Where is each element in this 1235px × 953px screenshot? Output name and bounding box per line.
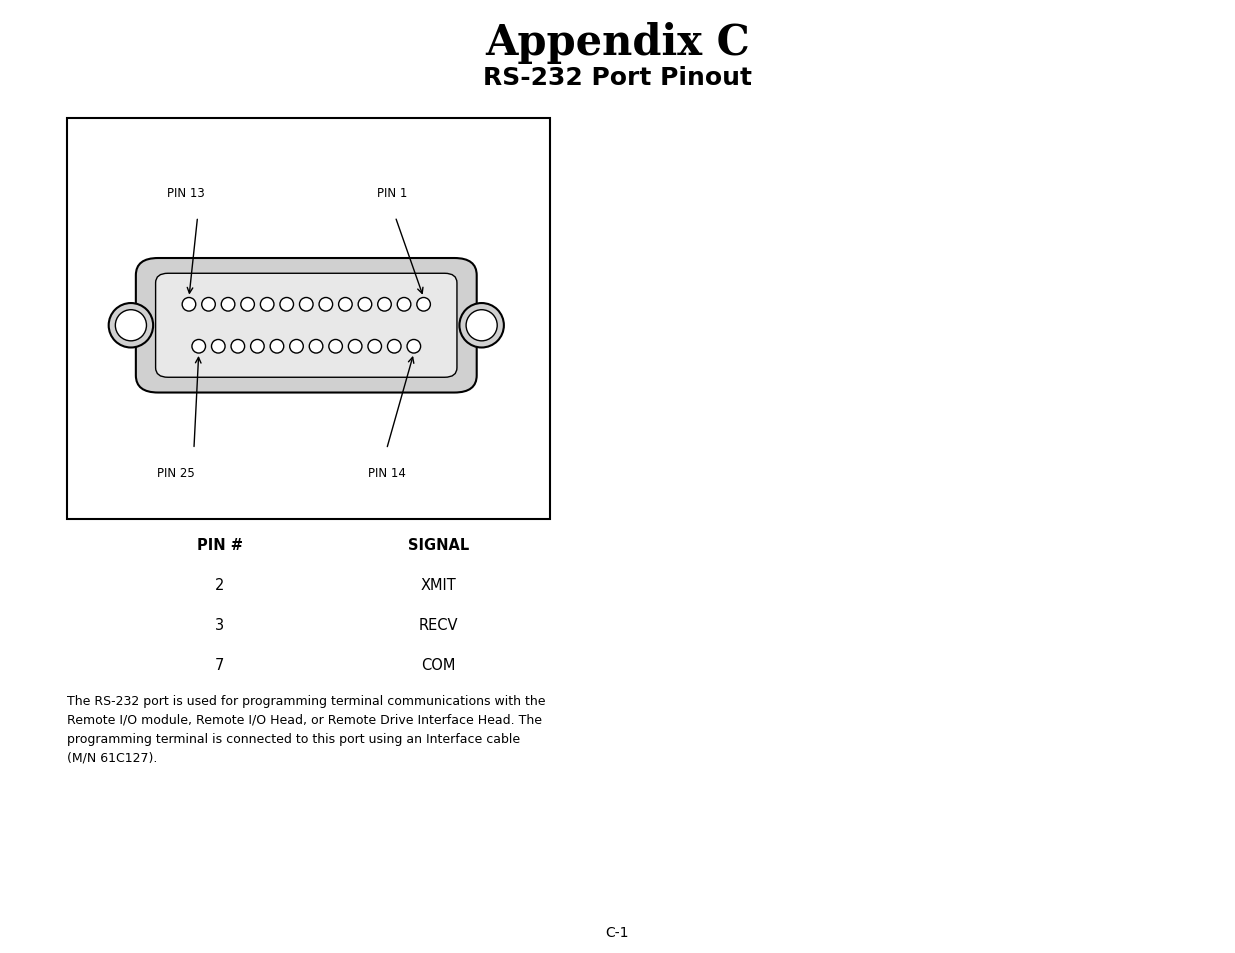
Ellipse shape — [338, 298, 352, 312]
Text: PIN 25: PIN 25 — [157, 467, 195, 480]
Text: PIN #: PIN # — [196, 537, 243, 553]
Ellipse shape — [261, 298, 274, 312]
Ellipse shape — [115, 311, 147, 341]
Ellipse shape — [183, 298, 195, 312]
Ellipse shape — [368, 340, 382, 354]
Text: Appendix C: Appendix C — [485, 22, 750, 64]
Ellipse shape — [191, 340, 205, 354]
Text: C-1: C-1 — [605, 925, 630, 939]
Ellipse shape — [221, 298, 235, 312]
Text: PIN 14: PIN 14 — [368, 467, 406, 480]
Ellipse shape — [329, 340, 342, 354]
Bar — [67, 119, 550, 519]
Ellipse shape — [398, 298, 411, 312]
Ellipse shape — [280, 298, 294, 312]
Text: XMIT: XMIT — [421, 578, 456, 593]
FancyBboxPatch shape — [136, 259, 477, 394]
Text: PIN 13: PIN 13 — [167, 187, 205, 200]
Ellipse shape — [466, 311, 498, 341]
Text: COM: COM — [421, 658, 456, 673]
Text: 3: 3 — [215, 618, 225, 633]
Ellipse shape — [348, 340, 362, 354]
Ellipse shape — [270, 340, 284, 354]
Ellipse shape — [319, 298, 332, 312]
Ellipse shape — [378, 298, 391, 312]
FancyBboxPatch shape — [156, 274, 457, 378]
Ellipse shape — [309, 340, 322, 354]
Ellipse shape — [299, 298, 314, 312]
Text: SIGNAL: SIGNAL — [408, 537, 469, 553]
Text: 7: 7 — [215, 658, 225, 673]
Ellipse shape — [231, 340, 245, 354]
Ellipse shape — [416, 298, 431, 312]
Text: 2: 2 — [215, 578, 225, 593]
Ellipse shape — [241, 298, 254, 312]
Ellipse shape — [358, 298, 372, 312]
Text: PIN 1: PIN 1 — [377, 187, 408, 200]
Ellipse shape — [201, 298, 215, 312]
Text: RECV: RECV — [419, 618, 458, 633]
Ellipse shape — [388, 340, 401, 354]
Ellipse shape — [251, 340, 264, 354]
Ellipse shape — [408, 340, 421, 354]
Ellipse shape — [290, 340, 304, 354]
Ellipse shape — [211, 340, 225, 354]
Ellipse shape — [459, 304, 504, 348]
Ellipse shape — [109, 304, 153, 348]
Text: The RS-232 port is used for programming terminal communications with the
Remote : The RS-232 port is used for programming … — [67, 694, 545, 763]
Text: RS-232 Port Pinout: RS-232 Port Pinout — [483, 66, 752, 91]
